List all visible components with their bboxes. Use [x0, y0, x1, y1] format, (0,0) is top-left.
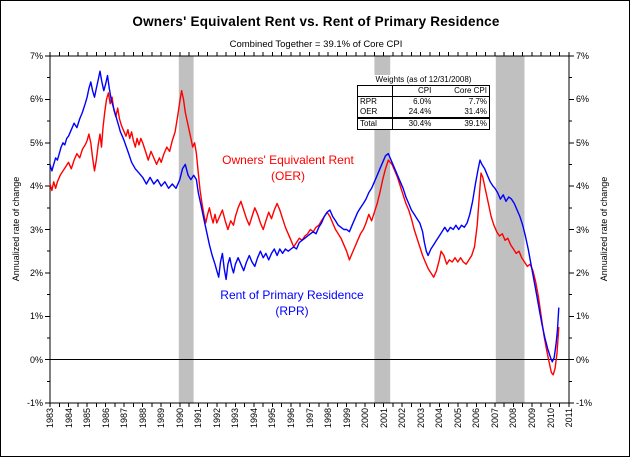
y-tick-label-left: 2% — [29, 267, 43, 278]
rpr-series-label-line1: Rent of Primary Residence — [220, 288, 364, 302]
y-tick-label-left: 6% — [29, 94, 43, 105]
y-tick-label-right: -1% — [576, 398, 593, 408]
right-axis-title: Annualized rate of change — [599, 176, 609, 282]
y-tick-label-right: 0% — [576, 354, 590, 365]
y-tick-label-right: 3% — [576, 224, 590, 235]
x-tick-label: 1993 — [230, 408, 241, 429]
x-tick-label: 1997 — [304, 408, 315, 429]
x-tick-label: 2005 — [452, 408, 463, 429]
weights-row-label: Total — [357, 117, 393, 130]
x-tick-label: 1984 — [63, 408, 74, 429]
y-tick-label-left: 7% — [29, 51, 43, 61]
weights-col-header: Core CPI — [433, 85, 490, 97]
weights-row-label: RPR — [357, 96, 393, 107]
weights-inset-table: Weights (as of 12/31/2008) CPI Core CPI R… — [357, 75, 490, 130]
oer-line — [49, 89, 560, 376]
y-tick-label-left: -1% — [26, 398, 43, 408]
weights-col-header — [357, 85, 393, 97]
x-tick-label: 1998 — [323, 408, 333, 429]
y-tick-label-right: 6% — [576, 94, 590, 105]
x-tick-label: 1994 — [248, 408, 259, 429]
x-tick-label: 2010 — [545, 408, 556, 429]
weights-table: CPI Core CPI RPR 6.0% 7.7% OER 24.4% 31.4% Tota… — [357, 85, 490, 130]
x-tick-label: 1987 — [119, 408, 130, 429]
weights-table-row: Total 30.4% 39.1% — [357, 117, 490, 130]
y-tick-label-right: 4% — [576, 181, 590, 192]
x-tick-label: 2001 — [378, 408, 389, 429]
x-tick-label: 2004 — [434, 408, 445, 429]
oer-series-label-line2: (OER) — [271, 169, 305, 183]
oer-series-label-line1: Owners' Equivalent Rent — [222, 153, 354, 167]
x-tick-label: 1999 — [341, 408, 352, 429]
x-tick-label: 1990 — [174, 408, 185, 429]
chart-subtitle: Combined Together = 39.1% of Core CPI — [229, 39, 403, 50]
x-tick-label: 2011 — [564, 408, 574, 428]
weights-col-header: CPI — [392, 85, 434, 97]
x-tick-label: 1986 — [100, 408, 111, 429]
weights-cell: 31.4% — [464, 107, 487, 116]
y-tick-label-left: 3% — [29, 224, 43, 235]
x-tick-label: 1983 — [45, 408, 55, 429]
y-tick-label-left: 1% — [29, 311, 43, 322]
rpr-series-label: Rent of Primary Residence (RPR) — [192, 287, 392, 319]
weights-table-row: OER 24.4% 31.4% — [357, 107, 490, 118]
weights-cell: 30.4% — [392, 117, 434, 130]
recession-band — [178, 56, 194, 403]
x-tick-label: 1995 — [267, 408, 278, 429]
x-tick-label: 2006 — [471, 408, 482, 429]
y-tick-label-left: 4% — [29, 181, 43, 192]
y-tick-label-left: 5% — [29, 137, 43, 148]
weights-cell: 39.1% — [433, 117, 490, 130]
chart-title: Owners' Equivalent Rent vs. Rent of Prim… — [132, 14, 500, 29]
x-tick-label: 2000 — [360, 408, 371, 429]
y-tick-label-left: 0% — [29, 354, 43, 365]
x-tick-label: 2002 — [397, 408, 408, 429]
y-tick-label-right: 7% — [576, 51, 590, 61]
weights-table-title: Weights (as of 12/31/2008) — [375, 75, 472, 84]
x-tick-label: 1992 — [211, 408, 222, 429]
rpr-series-label-line2: (RPR) — [275, 304, 309, 318]
x-tick-label: 1991 — [193, 408, 204, 429]
x-tick-label: 2009 — [526, 408, 537, 429]
plot-border — [49, 55, 570, 404]
weights-table-row: RPR 6.0% 7.7% — [357, 96, 490, 107]
x-tick-label: 2003 — [415, 408, 426, 429]
oer-series-label: Owners' Equivalent Rent (OER) — [188, 152, 388, 184]
recession-band — [495, 56, 525, 403]
x-tick-label: 2008 — [508, 408, 519, 429]
recession-band — [374, 56, 391, 403]
x-tick-label: 1988 — [137, 408, 148, 429]
x-tick-label: 1996 — [286, 408, 296, 429]
x-tick-label: 1985 — [82, 408, 93, 429]
weights-row-label: OER — [357, 107, 393, 118]
weights-cell: 24.4% — [408, 107, 432, 116]
weights-cell: 6.0% — [413, 97, 432, 106]
y-tick-label-right: 1% — [576, 311, 590, 322]
rpr-line — [49, 70, 560, 363]
weights-table-header-row: CPI Core CPI — [357, 85, 490, 97]
weights-cell: 7.7% — [468, 97, 487, 106]
x-tick-label: 1989 — [156, 408, 167, 429]
y-tick-label-right: 2% — [576, 267, 590, 278]
y-tick-label-right: 5% — [576, 137, 590, 148]
x-tick-label: 2007 — [489, 408, 500, 429]
